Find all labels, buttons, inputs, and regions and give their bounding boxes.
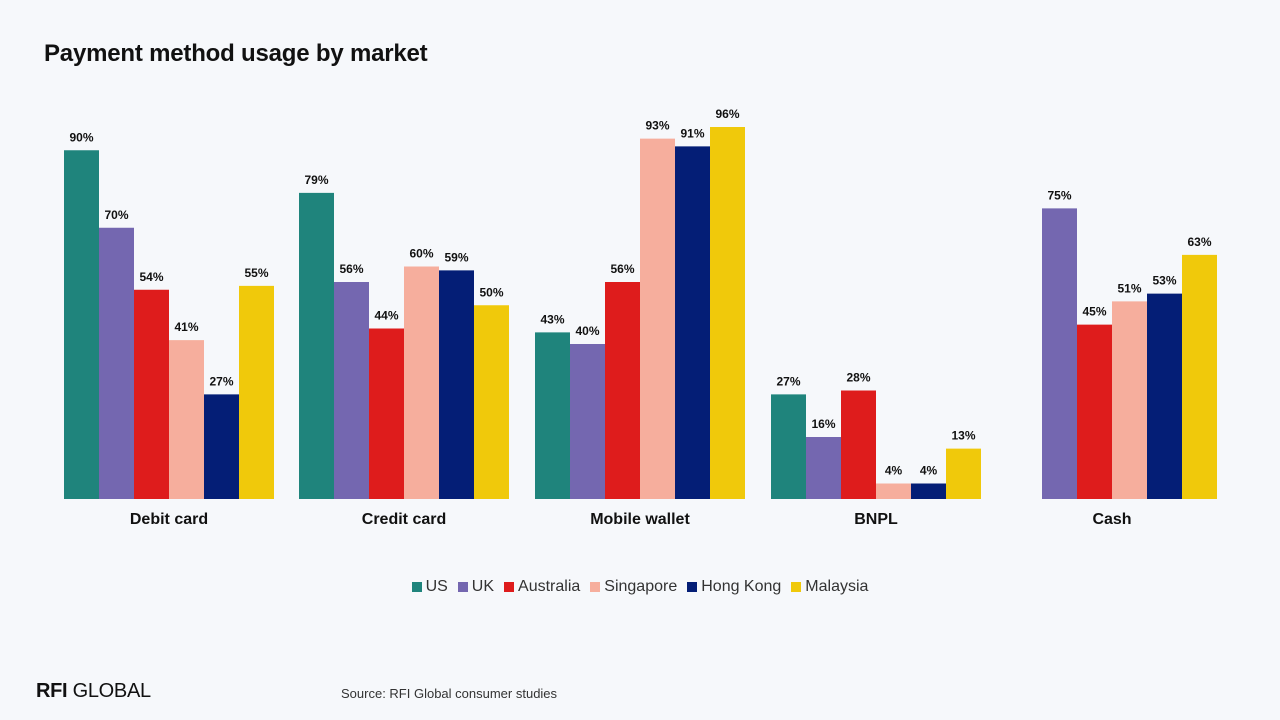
bar-cash-hong-kong [1147,293,1182,499]
legend-item-malaysia: Malaysia [791,578,868,596]
data-label-credit-card-hong-kong: 59% [444,250,468,264]
data-label-cash-singapore: 51% [1117,281,1141,295]
data-label-bnpl-us: 27% [776,374,800,388]
data-label-debit-card-uk: 70% [104,208,128,222]
bar-debit-card-hong-kong [204,394,239,499]
legend-label-malaysia: Malaysia [805,578,869,595]
data-label-credit-card-singapore: 60% [409,247,433,261]
data-label-debit-card-hong-kong: 27% [209,374,233,388]
data-label-cash-malaysia: 63% [1187,235,1211,249]
legend-item-australia: Australia [504,578,580,596]
brand-logo-strong: RFI [36,680,68,702]
legend-label-us: US [425,578,448,595]
bar-credit-card-malaysia [474,305,509,499]
bar-cash-australia [1077,324,1112,499]
data-label-debit-card-us: 90% [69,130,93,144]
bar-debit-card-australia [134,289,169,499]
data-label-mobile-wallet-singapore: 93% [645,119,669,133]
bar-debit-card-singapore [169,340,204,499]
bar-debit-card-us [64,150,99,499]
bar-mobile-wallet-uk [570,344,605,499]
bar-bnpl-uk [806,437,841,499]
bar-cash-singapore [1112,301,1147,499]
brand-logo: RFI GLOBAL [36,680,151,703]
data-label-mobile-wallet-us: 43% [540,312,564,326]
legend-label-hong-kong: Hong Kong [701,578,782,595]
data-label-mobile-wallet-malaysia: 96% [715,107,739,121]
bar-bnpl-us [771,394,806,499]
bar-debit-card-malaysia [239,285,274,499]
legend-swatch-malaysia [791,582,802,592]
bar-bnpl-australia [841,390,876,499]
legend-swatch-singapore [590,582,601,592]
bar-bnpl-singapore [876,483,911,499]
bar-mobile-wallet-australia [605,282,640,499]
bar-mobile-wallet-singapore [640,138,675,499]
data-label-credit-card-uk: 56% [339,262,363,276]
legend-label-uk: UK [471,578,495,595]
legend-swatch-australia [504,582,515,592]
data-label-credit-card-australia: 44% [374,309,398,323]
legend-swatch-uk [457,582,468,592]
brand-logo-rest: GLOBAL [67,680,152,702]
bar-mobile-wallet-us [535,332,570,499]
data-label-mobile-wallet-uk: 40% [575,324,599,338]
data-label-bnpl-australia: 28% [846,371,870,385]
data-label-cash-australia: 45% [1082,305,1106,319]
data-label-bnpl-hong-kong: 4% [920,464,938,478]
category-label-debit-card: Debit card [130,511,208,528]
data-label-debit-card-malaysia: 55% [244,266,268,280]
data-label-credit-card-us: 79% [304,173,328,187]
bar-credit-card-hong-kong [439,270,474,499]
data-label-mobile-wallet-hong-kong: 91% [680,126,704,140]
legend-swatch-hong-kong [687,582,698,592]
data-label-debit-card-singapore: 41% [174,320,198,334]
category-label-credit-card: Credit card [362,511,446,528]
bar-cash-malaysia [1182,254,1217,499]
bar-credit-card-uk [334,282,369,499]
legend-label-australia: Australia [518,578,581,595]
category-label-mobile-wallet: Mobile wallet [590,511,690,528]
bar-credit-card-singapore [404,266,439,499]
data-label-bnpl-malaysia: 13% [951,429,975,443]
bar-credit-card-australia [369,328,404,499]
category-labels-layer: Debit card Credit card Mobile wallet BNPL Ca… [130,511,1132,528]
legend-item-us: US [411,578,448,596]
legend-swatch-us [411,582,422,592]
data-labels-layer: 90% 70% 54% 41% 27% 55% 79% 56% 44% 60% 59% 50% 43% 4… [69,107,1211,478]
data-label-cash-hong-kong: 53% [1152,274,1176,288]
data-label-credit-card-malaysia: 50% [479,285,503,299]
bar-cash-uk [1042,208,1077,499]
bars-layer [64,127,1217,499]
category-label-cash: Cash [1092,511,1131,528]
legend-item-singapore: Singapore [590,578,677,596]
legend: US UK Australia Singapore Hong Kong Mala… [0,578,1280,596]
bar-debit-card-uk [99,227,134,499]
legend-label-singapore: Singapore [604,578,678,595]
legend-item-uk: UK [457,578,495,596]
category-label-bnpl: BNPL [854,511,898,528]
chart-title: Payment method usage by market [44,40,428,67]
bar-bnpl-hong-kong [911,483,946,499]
data-label-cash-uk: 75% [1047,188,1071,202]
bar-credit-card-us [299,192,334,499]
legend-item-hong-kong: Hong Kong [687,578,781,596]
source-note: Source: RFI Global consumer studies [341,686,558,701]
data-label-mobile-wallet-australia: 56% [610,262,634,276]
bar-mobile-wallet-hong-kong [675,146,710,499]
data-label-bnpl-uk: 16% [811,417,835,431]
data-label-debit-card-australia: 54% [139,270,163,284]
bar-mobile-wallet-malaysia [710,127,745,499]
data-label-bnpl-singapore: 4% [885,464,903,478]
bar-bnpl-malaysia [946,448,981,499]
